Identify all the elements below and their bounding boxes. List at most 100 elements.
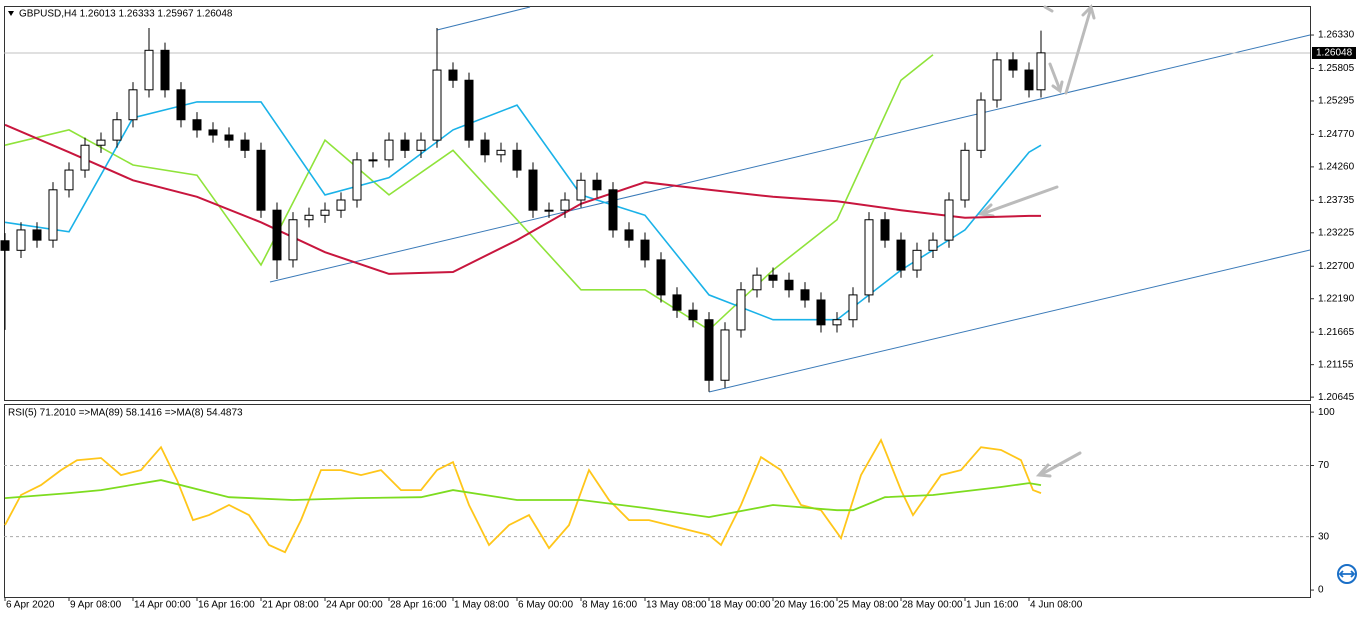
candle-body xyxy=(288,219,298,261)
arrow-head xyxy=(977,203,995,218)
candle-body xyxy=(880,219,890,241)
candle-body xyxy=(368,159,378,162)
candle-body xyxy=(784,279,794,291)
candle-body xyxy=(240,139,250,151)
candle-body xyxy=(432,69,442,141)
candle-body xyxy=(496,149,506,156)
y-tick-label: 1.23225 xyxy=(1318,227,1355,238)
candle-body xyxy=(752,274,762,291)
drawing-objects xyxy=(269,4,1311,478)
y-tick-label: 1.26330 xyxy=(1318,30,1355,41)
candle-body xyxy=(16,229,26,251)
candle-body xyxy=(1024,69,1034,91)
candle-body xyxy=(384,139,394,161)
candle-body xyxy=(896,239,906,271)
candle-body xyxy=(416,139,426,151)
candle-body xyxy=(800,289,810,301)
candle-body xyxy=(400,139,410,151)
candle-body xyxy=(160,49,170,91)
candle-body xyxy=(144,49,154,91)
candle-body xyxy=(736,289,746,331)
candle-body xyxy=(48,189,58,241)
candle-body xyxy=(464,79,474,141)
y-tick-label: 1.24260 xyxy=(1318,162,1355,173)
x-tick-label: 28 Apr 16:00 xyxy=(390,600,447,611)
candle-body xyxy=(224,134,234,141)
channel-line xyxy=(708,249,1311,393)
line-series xyxy=(4,123,1041,275)
candle-body xyxy=(256,149,266,211)
x-tick-label: 8 May 16:00 xyxy=(582,600,637,611)
arrow xyxy=(1048,62,1062,92)
candle-body xyxy=(320,209,330,216)
line-series xyxy=(4,438,1042,554)
x-tick-label: 18 May 00:00 xyxy=(710,600,771,611)
candle-body xyxy=(352,159,362,201)
price-panel xyxy=(4,6,1311,401)
x-tick-label: 13 May 08:00 xyxy=(646,600,707,611)
y-tick-label: 1.25295 xyxy=(1318,96,1355,107)
x-tick-label: 4 Jun 08:00 xyxy=(1030,600,1083,611)
candle-body xyxy=(576,179,586,201)
candle-body xyxy=(208,129,218,136)
channel-line xyxy=(269,34,1311,283)
candle-body xyxy=(272,209,282,261)
candle-body xyxy=(544,209,554,212)
candle-body xyxy=(624,229,634,241)
candle-body xyxy=(448,69,458,81)
candle-body xyxy=(976,99,986,151)
y-tick-label: 1.22190 xyxy=(1318,293,1355,304)
candle-body xyxy=(688,309,698,321)
y-tick-label: 1.21155 xyxy=(1318,359,1354,370)
y-tick-label: 1.25805 xyxy=(1318,63,1355,74)
candle-body xyxy=(192,119,202,131)
x-tick-label: 1 May 08:00 xyxy=(454,600,509,611)
y-tick-label: 1.21665 xyxy=(1318,327,1355,338)
x-tick-label: 9 Apr 08:00 xyxy=(70,600,122,611)
icon-arrows xyxy=(1338,570,1356,578)
candle-body xyxy=(128,89,138,121)
candle-body xyxy=(608,189,618,231)
arrow xyxy=(1038,451,1082,477)
x-tick-label: 14 Apr 00:00 xyxy=(134,600,191,611)
candle-body xyxy=(720,329,730,381)
arrow-head xyxy=(1035,463,1052,478)
arrow xyxy=(1064,6,1093,95)
candle-body xyxy=(656,259,666,296)
candle-body xyxy=(528,169,538,211)
candle-body xyxy=(512,149,522,171)
current-price-label: 1.26048 xyxy=(1316,48,1353,59)
x-tick-label: 24 Apr 00:00 xyxy=(326,600,383,611)
x-tick-label: 21 Apr 08:00 xyxy=(262,600,319,611)
candle-body xyxy=(1036,52,1046,91)
x-tick-label: 28 May 00:00 xyxy=(902,600,963,611)
candle-body xyxy=(672,294,682,311)
y-tick-label: 1.24770 xyxy=(1318,129,1355,140)
line-series xyxy=(4,101,1042,321)
arrow-head xyxy=(1051,80,1064,94)
x-tick-label: 20 May 16:00 xyxy=(774,600,835,611)
candle-body xyxy=(176,89,186,121)
candle-body xyxy=(960,149,970,201)
line-series xyxy=(4,479,1042,519)
x-tick-label: 25 May 08:00 xyxy=(838,600,899,611)
candle-body xyxy=(912,249,922,271)
price-title: GBPUSD,H4 1.26013 1.26333 1.25967 1.2604… xyxy=(19,9,233,20)
x-tick-label: 6 Apr 2020 xyxy=(6,600,55,611)
y-tick-label: 1.22700 xyxy=(1318,261,1355,272)
y-tick-label: 70 xyxy=(1318,460,1330,471)
rsi-panel xyxy=(4,404,1311,598)
arrow xyxy=(980,185,1059,216)
app-icon[interactable] xyxy=(1337,564,1357,584)
y-tick-label: 30 xyxy=(1318,531,1330,542)
candle-body xyxy=(112,119,122,141)
menu-triangle xyxy=(8,11,14,16)
x-tick-label: 6 May 00:00 xyxy=(518,600,573,611)
candle-body xyxy=(560,199,570,211)
candle-body xyxy=(96,139,106,146)
candle-body xyxy=(864,219,874,296)
candle-body xyxy=(992,59,1002,101)
candle-body xyxy=(816,299,826,326)
arrow-head xyxy=(1081,4,1096,20)
